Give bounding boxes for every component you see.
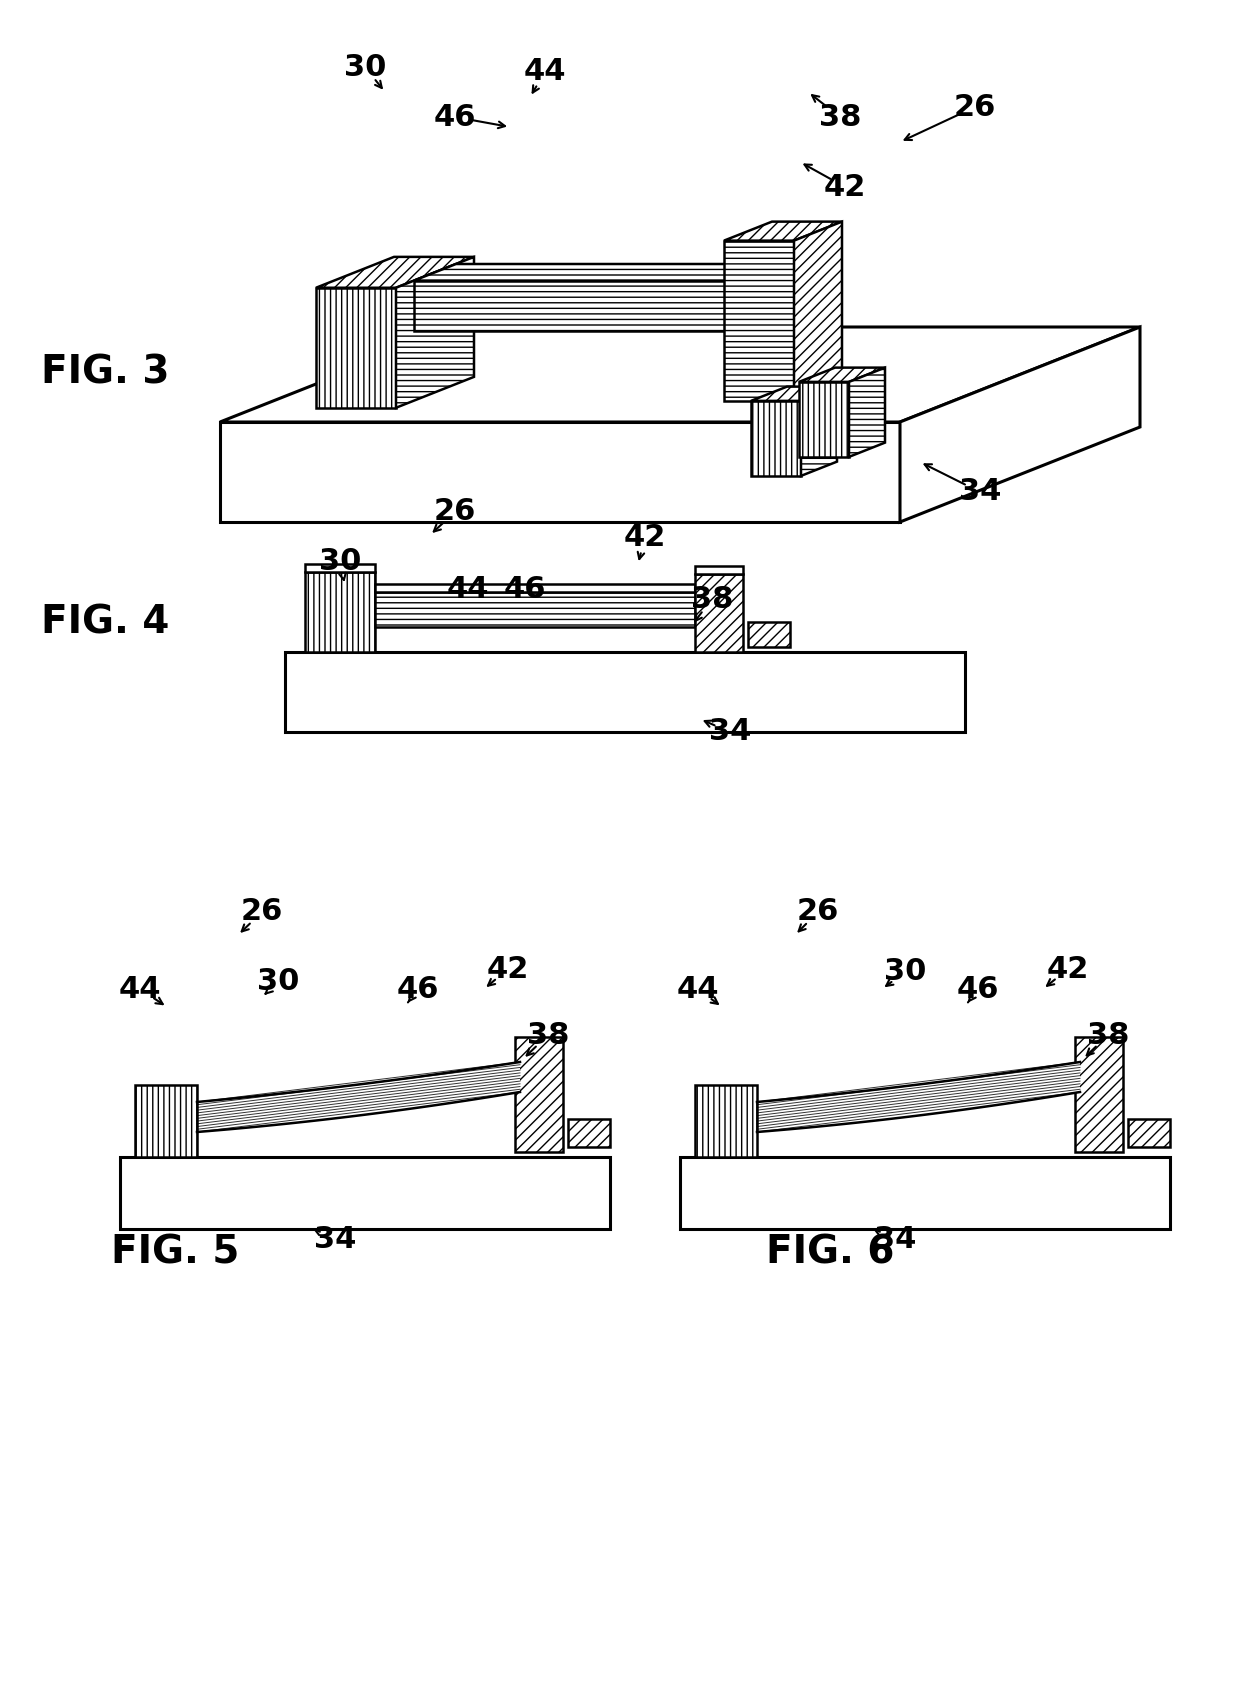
Text: 42: 42 (487, 954, 529, 983)
Text: 44: 44 (446, 575, 490, 604)
Polygon shape (724, 241, 794, 401)
Polygon shape (801, 386, 837, 476)
Text: FIG. 4: FIG. 4 (41, 603, 169, 642)
Text: FIG. 6: FIG. 6 (766, 1232, 894, 1272)
Text: 46: 46 (434, 102, 476, 131)
Polygon shape (414, 265, 776, 280)
Polygon shape (724, 222, 842, 241)
Text: 34: 34 (959, 478, 1001, 507)
Bar (568, 1120, 610, 1147)
Polygon shape (316, 288, 396, 408)
Bar (680, 1157, 1171, 1229)
Polygon shape (219, 422, 900, 522)
Text: 46: 46 (957, 975, 999, 1004)
Text: 30: 30 (319, 548, 361, 577)
Bar (694, 1086, 756, 1157)
Text: 26: 26 (954, 92, 996, 121)
Polygon shape (799, 382, 849, 457)
Polygon shape (756, 1062, 1080, 1132)
Polygon shape (414, 280, 734, 331)
Text: 26: 26 (434, 497, 476, 526)
Text: 46: 46 (503, 575, 547, 604)
Bar (374, 592, 694, 626)
Text: 46: 46 (397, 975, 439, 1004)
Polygon shape (751, 386, 837, 401)
Text: 26: 26 (241, 898, 283, 927)
Text: 26: 26 (797, 898, 839, 927)
Text: 30: 30 (257, 968, 299, 997)
Text: 38: 38 (818, 102, 862, 131)
Polygon shape (799, 367, 885, 382)
Bar (305, 572, 374, 652)
Bar (515, 1036, 563, 1152)
Polygon shape (396, 256, 474, 408)
Text: 42: 42 (823, 172, 867, 201)
Text: FIG. 3: FIG. 3 (41, 353, 169, 391)
Bar (694, 567, 743, 574)
Text: 42: 42 (1047, 954, 1089, 983)
Text: 44: 44 (523, 58, 567, 87)
Text: 38: 38 (691, 584, 733, 613)
Bar (285, 652, 965, 732)
Polygon shape (794, 222, 842, 401)
Bar (694, 574, 743, 652)
Text: 34: 34 (709, 717, 751, 746)
Text: 38: 38 (527, 1021, 569, 1050)
Polygon shape (219, 328, 1140, 422)
Text: 42: 42 (624, 522, 666, 551)
Bar (1128, 1120, 1171, 1147)
Polygon shape (849, 367, 885, 457)
Text: 34: 34 (314, 1224, 356, 1253)
Bar (135, 1086, 197, 1157)
Text: 44: 44 (677, 975, 719, 1004)
Text: 34: 34 (874, 1224, 916, 1253)
Text: 30: 30 (884, 958, 926, 987)
Bar (1075, 1036, 1123, 1152)
Text: FIG. 5: FIG. 5 (110, 1232, 239, 1272)
Text: 30: 30 (343, 53, 386, 82)
Polygon shape (197, 1062, 520, 1132)
Bar (120, 1157, 610, 1229)
Bar (305, 563, 374, 572)
Text: 38: 38 (1086, 1021, 1130, 1050)
Polygon shape (734, 265, 776, 331)
Polygon shape (751, 401, 801, 476)
Bar (748, 621, 790, 647)
Text: 44: 44 (119, 975, 161, 1004)
Polygon shape (900, 328, 1140, 522)
Polygon shape (316, 256, 474, 288)
Bar (374, 584, 694, 592)
